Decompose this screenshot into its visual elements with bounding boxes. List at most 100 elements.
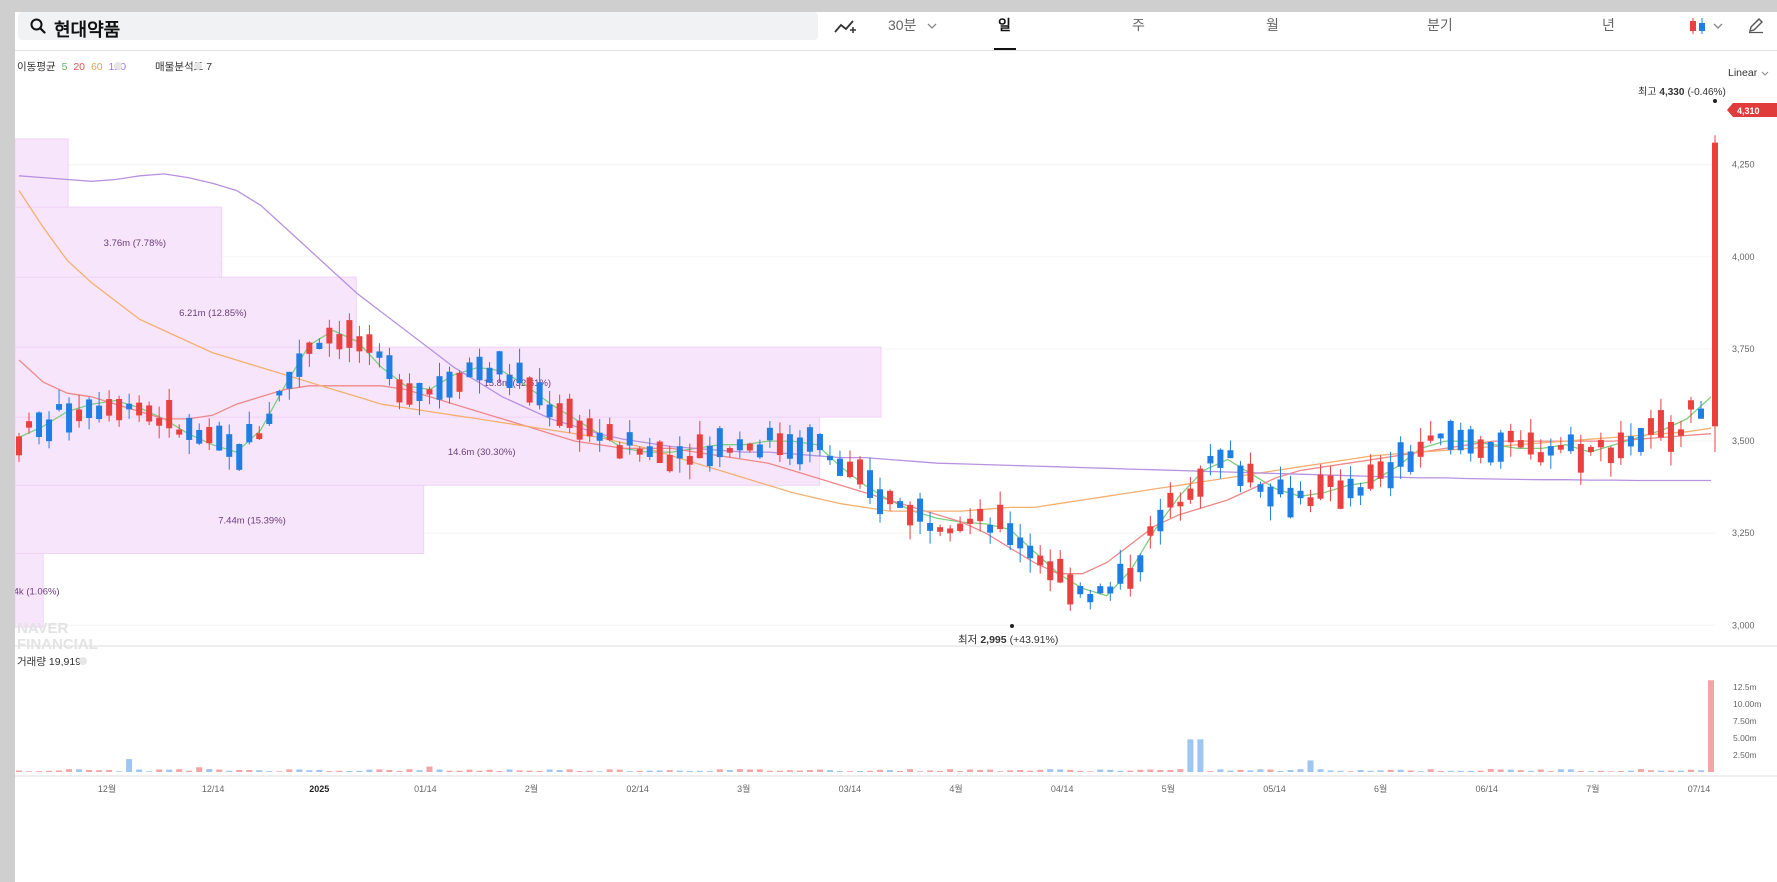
stock-search-box[interactable]: 현대약품 — [18, 12, 818, 40]
candle-body — [756, 444, 763, 458]
volume-bar — [276, 771, 283, 772]
candle-body — [987, 524, 994, 533]
candle-body — [977, 508, 984, 522]
vp-legend-label: 매물분석도 7 — [155, 61, 212, 73]
tab-day[interactable]: 일 — [998, 17, 1011, 33]
volume-bar — [1367, 770, 1374, 772]
candle-body — [1307, 497, 1314, 507]
watermark: NAVER FINANCIAL — [17, 620, 98, 653]
candle-body — [1207, 455, 1214, 464]
volume-bar — [346, 770, 353, 772]
candle-body — [636, 448, 643, 455]
candle-body — [656, 441, 663, 464]
volume-bar — [246, 770, 253, 772]
volume-bar — [867, 770, 874, 772]
candle-body — [1607, 447, 1614, 464]
volume-bar — [1597, 770, 1604, 772]
search-input[interactable]: 현대약품 — [54, 20, 121, 40]
active-tab-indicator — [994, 48, 1016, 50]
candle-body — [897, 501, 904, 508]
svg-text:최저2,995(+43.91%): 최저 2,995 (+43.91%) — [958, 634, 1058, 646]
candle-body — [1167, 492, 1174, 508]
volume-bar — [1457, 770, 1464, 772]
pencil-icon[interactable] — [1747, 16, 1765, 34]
volume-bar — [666, 770, 673, 772]
volume-bar — [826, 770, 833, 772]
volume-bar — [1527, 770, 1534, 772]
high-prefix: 최고 — [1638, 86, 1656, 98]
volume-bar — [997, 771, 1004, 772]
chevron-down-icon[interactable] — [1761, 71, 1769, 76]
candle-body — [1437, 433, 1444, 439]
candle-body — [1147, 526, 1154, 536]
tab-quarter[interactable]: 분기 — [1427, 17, 1453, 33]
candle-body — [1057, 558, 1064, 583]
chart-trend-icon[interactable] — [833, 18, 857, 36]
date-tick-label: 12월 — [98, 783, 116, 794]
price-chart[interactable]: 514k (1.06%) 7.44m (15.39%) 14.6m (30.30%)… — [15, 50, 1777, 882]
candle-body — [336, 334, 343, 350]
volume-bar — [1657, 770, 1664, 772]
candlestick-icon[interactable] — [1688, 16, 1708, 36]
candle-body — [1687, 400, 1694, 410]
volume-bar — [166, 769, 173, 772]
volume-bar — [286, 769, 293, 772]
candle-body — [566, 398, 573, 428]
volume-bar — [1647, 770, 1654, 772]
volume-bar — [856, 771, 863, 772]
tab-year[interactable]: 년 — [1602, 17, 1615, 33]
candle-body — [386, 355, 393, 380]
tab-month[interactable]: 월 — [1266, 17, 1279, 33]
date-tick-label: 2025 — [309, 784, 329, 794]
candle-body — [66, 403, 73, 433]
candle-body — [616, 445, 623, 459]
chevron-down-icon[interactable] — [1713, 22, 1723, 30]
candle-body — [1587, 446, 1594, 453]
candle-body — [1317, 474, 1324, 499]
candle-body — [226, 434, 233, 457]
candle-body — [456, 372, 463, 392]
volume-bar — [456, 770, 463, 772]
volume-bar — [1027, 770, 1034, 772]
close-icon[interactable] — [79, 657, 87, 665]
candle-body — [1277, 479, 1284, 495]
candle-body — [1517, 440, 1524, 448]
candle-body — [1047, 561, 1054, 581]
volume-bar — [636, 770, 643, 772]
candle-body — [536, 382, 543, 406]
volume-bar — [596, 771, 603, 772]
volume-bar — [756, 769, 763, 772]
candle-body — [556, 403, 563, 426]
volume-bar — [957, 771, 964, 772]
volume-bar — [836, 771, 843, 772]
volume-bar — [1177, 769, 1184, 772]
candle-body — [1127, 568, 1134, 589]
interval-select[interactable]: 30분 — [888, 17, 917, 33]
volume-bar — [1107, 769, 1114, 772]
volume-bar — [506, 769, 513, 772]
close-icon[interactable] — [194, 62, 202, 70]
search-icon[interactable] — [30, 18, 46, 34]
candle-body — [606, 424, 613, 441]
chevron-down-icon[interactable] — [927, 22, 937, 30]
candle-body — [957, 523, 964, 532]
high-value: 4,330 — [1659, 87, 1684, 98]
volume-bar — [266, 771, 273, 772]
volume-bar — [1347, 771, 1354, 772]
low-annotation: 최저 2,995 (+43.91%) — [958, 624, 1058, 646]
low-change: (+43.91%) — [1010, 634, 1059, 646]
volume-bar — [1137, 769, 1144, 772]
volume-bar — [1377, 770, 1384, 772]
volume-bar — [126, 759, 133, 772]
candle-body — [887, 490, 894, 505]
volume-bar — [1337, 770, 1344, 772]
volume-bar — [786, 770, 793, 772]
candle-body — [256, 433, 263, 440]
candle-body — [1327, 475, 1334, 487]
candle-body — [816, 434, 823, 451]
close-icon[interactable] — [114, 62, 122, 70]
volume-bar — [1477, 770, 1484, 772]
volume-bar — [1517, 770, 1524, 772]
tab-week[interactable]: 주 — [1132, 17, 1145, 33]
scale-mode-select[interactable]: Linear — [1728, 67, 1758, 79]
